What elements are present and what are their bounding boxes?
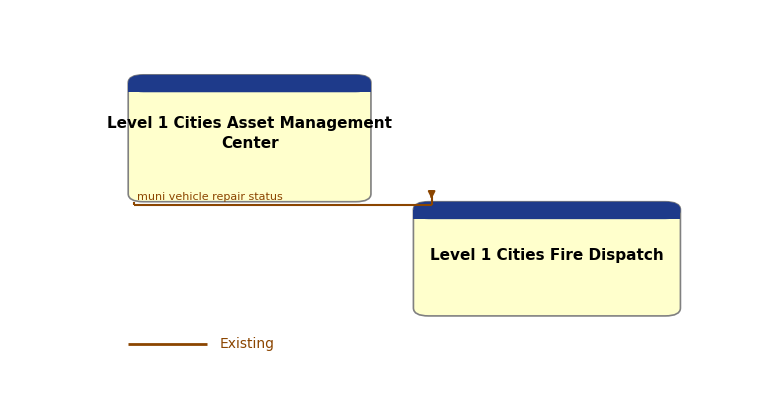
Text: Level 1 Cities Fire Dispatch: Level 1 Cities Fire Dispatch [430, 248, 664, 263]
Text: muni vehicle repair status: muni vehicle repair status [137, 192, 283, 202]
Text: Existing: Existing [219, 337, 274, 351]
FancyBboxPatch shape [413, 202, 680, 219]
FancyBboxPatch shape [128, 75, 371, 202]
Bar [413, 210, 680, 219]
FancyBboxPatch shape [128, 75, 371, 92]
Text: Level 1 Cities Asset Management
Center: Level 1 Cities Asset Management Center [107, 117, 392, 151]
Bar [128, 83, 371, 92]
FancyBboxPatch shape [413, 202, 680, 316]
